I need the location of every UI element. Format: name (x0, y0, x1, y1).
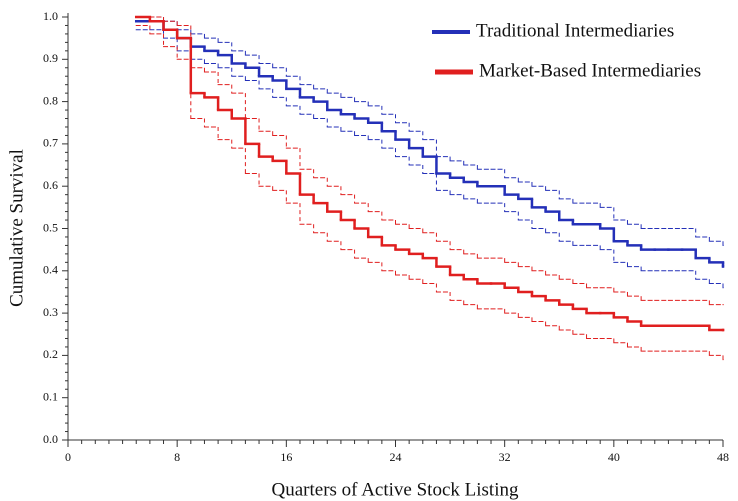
x-axis-title: Quarters of Active Stock Listing (272, 479, 519, 500)
y-axis-title: Cumulative Survival (6, 149, 27, 307)
x-tick-label: 8 (174, 450, 180, 464)
x-tick-label: 32 (499, 450, 511, 464)
x-tick-label: 24 (390, 450, 402, 464)
y-tick-label: 0.0 (43, 432, 58, 446)
legend-text: Market-Based Intermediaries (479, 60, 701, 81)
x-tick-label: 0 (65, 450, 71, 464)
x-tick-label: 40 (608, 450, 620, 464)
y-tick-label: 0.2 (43, 347, 58, 361)
x-tick-label: 48 (717, 450, 729, 464)
y-tick-label: 0.1 (43, 389, 58, 403)
y-tick-label: 0.9 (43, 51, 58, 65)
y-tick-label: 0.4 (43, 263, 58, 277)
y-tick-label: 0.5 (43, 220, 58, 234)
y-tick-label: 0.7 (43, 136, 58, 150)
y-tick-label: 1.0 (43, 9, 58, 23)
y-tick-label: 0.3 (43, 305, 58, 319)
x-tick-label: 16 (280, 450, 292, 464)
y-tick-label: 0.6 (43, 178, 58, 192)
y-tick-label: 0.8 (43, 93, 58, 107)
legend-text: Traditional Intermediaries (476, 20, 674, 41)
